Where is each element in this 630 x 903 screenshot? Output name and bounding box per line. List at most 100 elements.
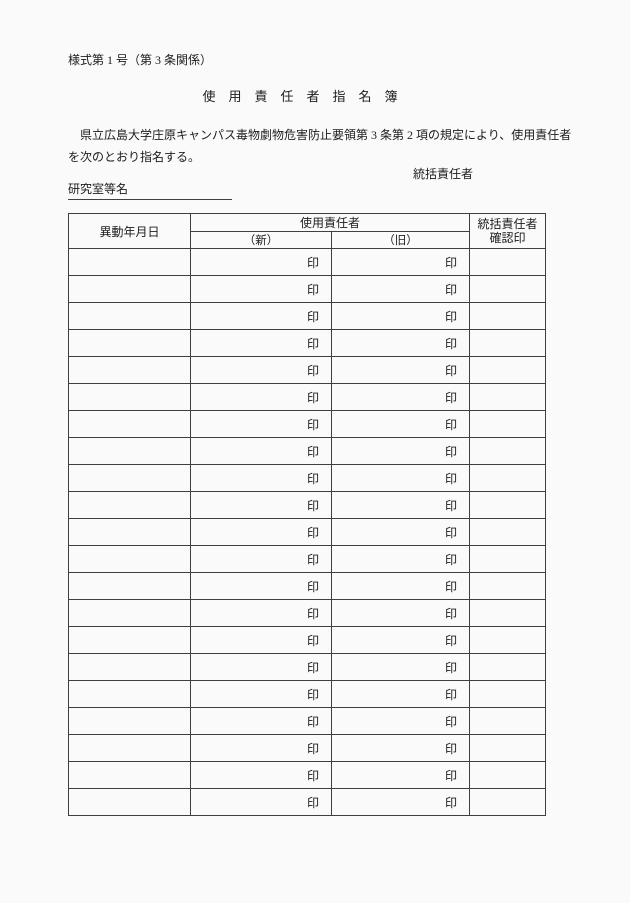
lab-name-field-label: 研究室等名 [68, 180, 232, 200]
old-seal-cell: 印 [330, 626, 471, 654]
supervisor-label: 統括責任者 [413, 167, 474, 181]
confirm-seal-cell [469, 491, 547, 519]
old-seal-cell: 印 [330, 329, 471, 357]
old-seal-cell: 印 [330, 437, 471, 465]
old-seal-cell: 印 [330, 383, 471, 411]
new-seal-cell: 印 [190, 356, 332, 384]
change-date-cell [68, 653, 191, 681]
confirm-seal-cell [469, 302, 547, 330]
confirm-seal-cell [469, 275, 547, 303]
old-seal-cell: 印 [330, 248, 471, 276]
confirm-seal-cell [469, 788, 547, 816]
old-seal-cell: 印 [330, 653, 471, 681]
table-row: 印印 [68, 707, 547, 735]
confirm-seal-cell [469, 707, 547, 735]
change-date-cell [68, 410, 191, 438]
table-row: 印印 [68, 275, 547, 303]
header-use-manager: 使用責任者 [189, 213, 471, 232]
new-seal-cell: 印 [190, 248, 332, 276]
change-date-cell [68, 788, 191, 816]
table-row: 印印 [68, 761, 547, 789]
header-old: （旧） [330, 231, 471, 249]
change-date-cell [68, 302, 191, 330]
table-row: 印印 [68, 491, 547, 519]
stamp-table-header: 異動年月日 使用責任者 統括責任者 確認印 （新） （旧） [68, 213, 547, 249]
old-seal-cell: 印 [330, 545, 471, 573]
change-date-cell [68, 518, 191, 546]
confirm-seal-cell [469, 329, 547, 357]
table-row: 印印 [68, 599, 547, 627]
new-seal-cell: 印 [190, 518, 332, 546]
new-seal-cell: 印 [190, 788, 332, 816]
new-seal-cell: 印 [190, 383, 332, 411]
new-seal-cell: 印 [190, 464, 332, 492]
new-seal-cell: 印 [190, 599, 332, 627]
old-seal-cell: 印 [330, 788, 471, 816]
confirm-seal-cell [469, 356, 547, 384]
confirm-seal-cell [469, 572, 547, 600]
change-date-cell [68, 707, 191, 735]
change-date-cell [68, 680, 191, 708]
confirm-seal-cell [469, 437, 547, 465]
change-date-cell [68, 248, 191, 276]
old-seal-cell: 印 [330, 464, 471, 492]
table-row: 印印 [68, 545, 547, 573]
stamp-table-body: 印印印印印印印印印印印印印印印印印印印印印印印印印印印印印印印印印印印印印印印印… [68, 248, 547, 816]
body-line-1: 県立広島大学庄原キャンパス毒物劇物危害防止要領第 3 条第 2 項の規定により、… [68, 128, 572, 142]
table-row: 印印 [68, 410, 547, 438]
old-seal-cell: 印 [330, 275, 471, 303]
table-row: 印印 [68, 788, 547, 816]
change-date-cell [68, 383, 191, 411]
old-seal-cell: 印 [330, 599, 471, 627]
header-supervisor-confirm-seal: 統括責任者 確認印 [469, 213, 547, 249]
change-date-cell [68, 761, 191, 789]
form-number: 様式第 1 号（第 3 条関係） [68, 53, 213, 67]
new-seal-cell: 印 [190, 302, 332, 330]
new-seal-cell: 印 [190, 572, 332, 600]
change-date-cell [68, 626, 191, 654]
new-seal-cell: 印 [190, 329, 332, 357]
body-paragraph: 県立広島大学庄原キャンパス毒物劇物危害防止要領第 3 条第 2 項の規定により、… [68, 124, 571, 168]
confirm-seal-cell [469, 626, 547, 654]
table-row: 印印 [68, 248, 547, 276]
change-date-cell [68, 491, 191, 519]
new-seal-cell: 印 [190, 707, 332, 735]
table-row: 印印 [68, 302, 547, 330]
confirm-seal-cell [469, 734, 547, 762]
new-seal-cell: 印 [190, 545, 332, 573]
old-seal-cell: 印 [330, 518, 471, 546]
change-date-cell [68, 464, 191, 492]
new-seal-cell: 印 [190, 680, 332, 708]
page-title: 使 用 責 任 者 指 名 簿 [202, 89, 398, 104]
header-new: （新） [190, 231, 332, 249]
table-row: 印印 [68, 653, 547, 681]
old-seal-cell: 印 [330, 572, 471, 600]
confirm-seal-cell [469, 383, 547, 411]
header-supervisor-confirm-line2: 確認印 [489, 231, 526, 245]
table-row: 印印 [68, 626, 547, 654]
new-seal-cell: 印 [190, 275, 332, 303]
confirm-seal-cell [469, 518, 547, 546]
confirm-seal-cell [469, 464, 547, 492]
old-seal-cell: 印 [330, 491, 471, 519]
table-row: 印印 [68, 518, 547, 546]
confirm-seal-cell [469, 653, 547, 681]
header-change-date: 異動年月日 [68, 213, 191, 249]
change-date-cell [68, 734, 191, 762]
confirm-seal-cell [469, 410, 547, 438]
table-row: 印印 [68, 734, 547, 762]
table-row: 印印 [68, 437, 547, 465]
table-row: 印印 [68, 329, 547, 357]
old-seal-cell: 印 [330, 680, 471, 708]
header-supervisor-confirm-line1: 統括責任者 [477, 217, 538, 231]
new-seal-cell: 印 [190, 491, 332, 519]
change-date-cell [68, 572, 191, 600]
new-seal-cell: 印 [190, 653, 332, 681]
table-row: 印印 [68, 572, 547, 600]
old-seal-cell: 印 [330, 734, 471, 762]
old-seal-cell: 印 [330, 356, 471, 384]
change-date-cell [68, 437, 191, 465]
new-seal-cell: 印 [190, 410, 332, 438]
new-seal-cell: 印 [190, 734, 332, 762]
